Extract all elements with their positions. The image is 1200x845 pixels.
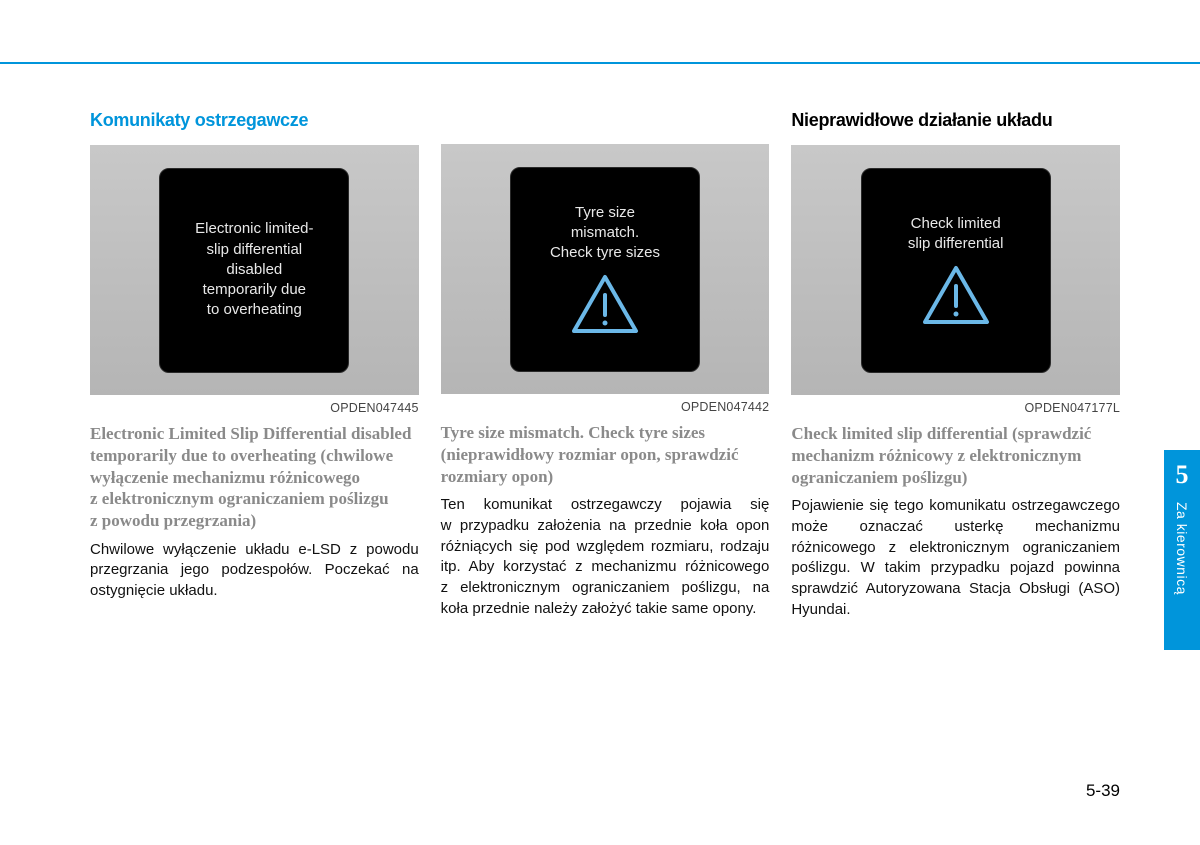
dashboard-screen: Electronic limited- slip differential di… [159,168,349,373]
page-content: Komunikaty ostrzegawcze Electronic limit… [90,110,1120,620]
chapter-label: Za kierownicą [1174,502,1190,595]
screen-message: Electronic limited- slip differential di… [195,219,313,320]
warning-triangle-icon [570,273,640,335]
message-title: Check limited slip differential (sprawdz… [791,423,1120,488]
screen-line: Tyre size [575,204,635,221]
screen-line: mismatch. [571,224,639,241]
message-description: Pojawienie się tego komunikatu ostrzegaw… [791,496,1120,620]
spacer [441,110,770,144]
message-title: Tyre size mismatch. Check tyre sizes (ni… [441,422,770,487]
screen-line: slip differential [207,241,303,258]
chapter-tab: 5 Za kierownicą [1164,450,1200,650]
screen-message: Tyre size mismatch. Check tyre sizes [550,203,660,264]
chapter-number: 5 [1176,460,1189,490]
page-number: 5-39 [1086,781,1120,801]
image-code: OPDEN047442 [441,400,770,414]
top-rule [0,62,1200,64]
section-heading: Nieprawidłowe działanie układu [791,110,1120,131]
section-heading: Komunikaty ostrzegawcze [90,110,419,131]
screen-line: Check limited [911,215,1001,232]
column-3: Nieprawidłowe działanie układu Check lim… [791,110,1120,620]
screen-message: Check limited slip differential [908,214,1004,255]
column-1: Komunikaty ostrzegawcze Electronic limit… [90,110,419,620]
display-panel-3: Check limited slip differential [791,145,1120,395]
dashboard-screen: Tyre size mismatch. Check tyre sizes [510,167,700,372]
dashboard-screen: Check limited slip differential [861,168,1051,373]
warning-triangle-icon [921,264,991,326]
display-panel-2: Tyre size mismatch. Check tyre sizes [441,144,770,394]
screen-line: to overheating [207,301,302,318]
screen-line: Check tyre sizes [550,244,660,261]
display-panel-1: Electronic limited- slip differential di… [90,145,419,395]
message-description: Ten komunikat ostrzegawczy pojawia się w… [441,495,770,619]
screen-line: disabled [226,261,282,278]
message-description: Chwilowe wyłączenie układu e-LSD z powod… [90,540,419,602]
image-code: OPDEN047445 [90,401,419,415]
screen-line: slip differential [908,235,1004,252]
screen-line: temporarily due [203,281,306,298]
message-title: Electronic Limited Slip Differential dis… [90,423,419,532]
image-code: OPDEN047177L [791,401,1120,415]
screen-line: Electronic limited- [195,220,313,237]
column-2: Tyre size mismatch. Check tyre sizes OPD… [441,110,770,620]
